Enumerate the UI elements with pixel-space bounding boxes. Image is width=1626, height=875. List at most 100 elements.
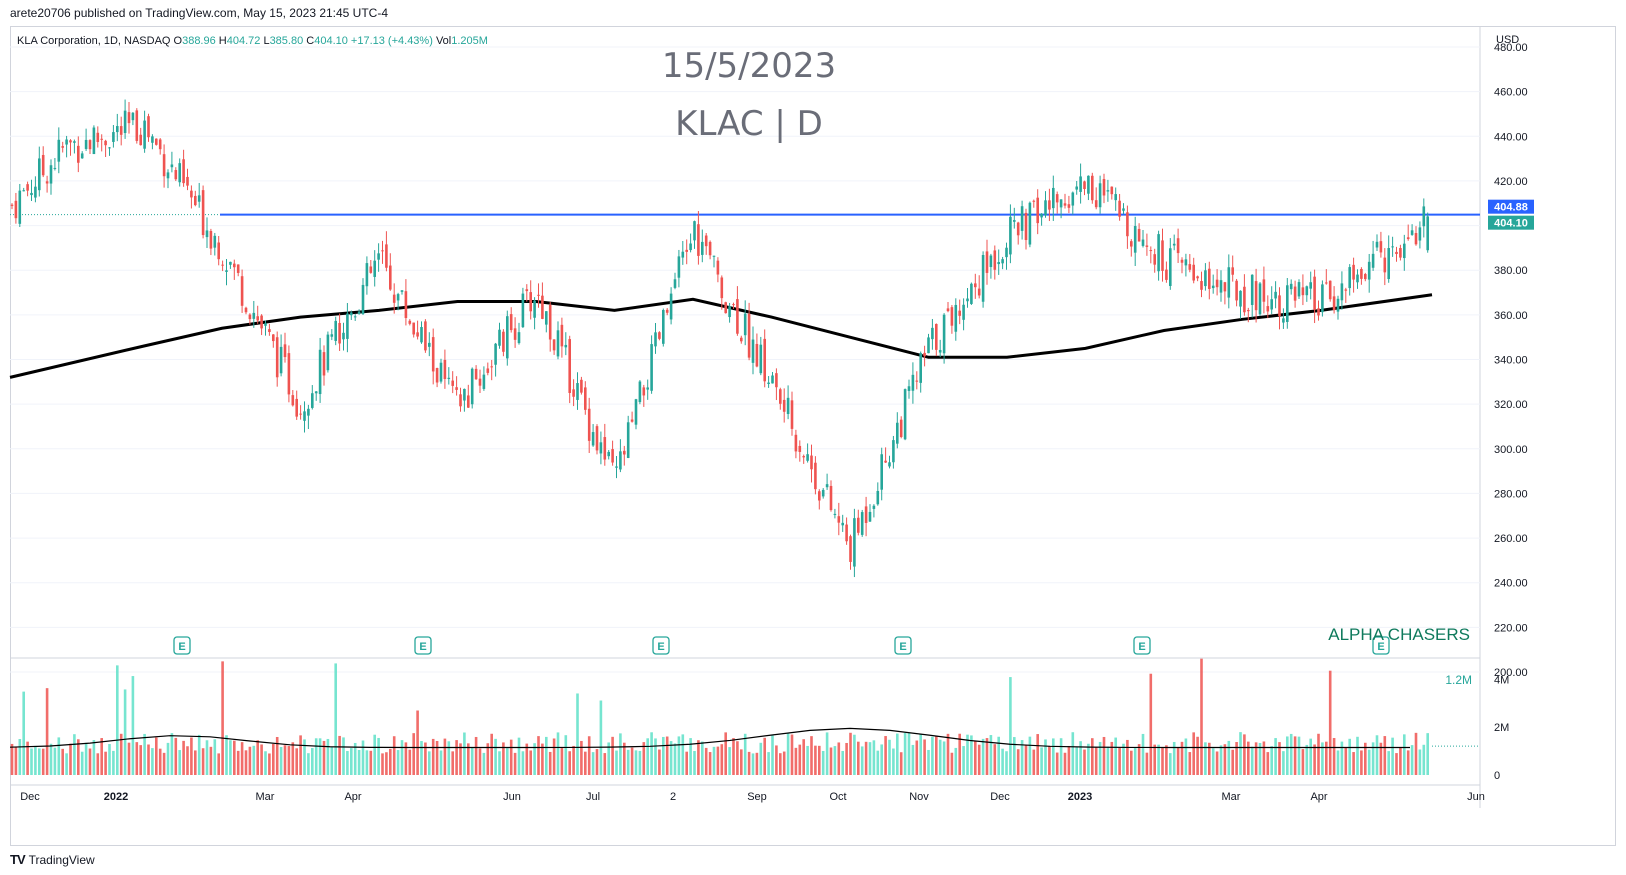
volume-bar [1403, 734, 1406, 775]
candle-body [977, 288, 981, 296]
candle-body [104, 140, 107, 146]
candle-body [1250, 274, 1254, 305]
candle-body [615, 466, 618, 468]
candle-body [513, 328, 517, 340]
volume-bar [541, 743, 544, 775]
volume-bar [1247, 741, 1250, 775]
candle-body [412, 322, 415, 335]
volume-bar [1297, 736, 1301, 775]
volume-bar [1032, 749, 1036, 775]
candle-body [229, 261, 232, 265]
candle-body [213, 235, 217, 248]
candle-body [548, 304, 552, 340]
candle-body [1270, 299, 1273, 310]
volume-bar [868, 742, 872, 775]
volume-bar [369, 750, 373, 775]
volume-bar [92, 740, 96, 775]
candle-body [41, 154, 45, 176]
volume-bar [1180, 741, 1184, 775]
candle-body [1321, 284, 1324, 313]
volume-bar [478, 748, 482, 775]
volume-bar [513, 752, 517, 775]
candle-body [338, 322, 341, 344]
candle-body [829, 485, 833, 511]
x-tick-label: Oct [829, 791, 846, 803]
volume-bar [716, 746, 720, 775]
candle-body [1313, 276, 1316, 310]
volume-bar [860, 746, 864, 775]
candle-body [771, 375, 774, 384]
candle-body [880, 454, 883, 490]
candle-body [287, 353, 291, 395]
candle-body [256, 316, 259, 321]
volume-bar [30, 748, 33, 775]
candle-body [1020, 206, 1024, 231]
candle-body [1247, 310, 1250, 312]
volume-bar [958, 733, 961, 775]
volume-bar [1005, 751, 1008, 775]
candle-body [1383, 257, 1387, 273]
volume-bar [41, 748, 45, 775]
candle-body [970, 283, 973, 304]
candle-body [623, 450, 626, 455]
candle-body [942, 314, 946, 354]
volume-bar [1313, 744, 1316, 775]
x-tick-label: Mar [256, 791, 275, 803]
volume-bar [435, 740, 439, 775]
volume-bar [1360, 750, 1363, 775]
candle-body [1395, 251, 1398, 255]
candle-body [92, 127, 96, 155]
candle-body [580, 379, 583, 393]
candle-body [1013, 220, 1016, 222]
y-tick-label: 460.00 [1494, 87, 1528, 99]
volume-bar [1371, 742, 1375, 775]
candle-body [630, 419, 634, 422]
y-tick-label: 220.00 [1494, 622, 1528, 634]
close-value: 404.10 [314, 35, 351, 47]
volume-bar [1165, 745, 1168, 775]
candle-body [240, 276, 244, 306]
volume-bar [287, 746, 291, 775]
volume-bar [841, 750, 844, 775]
candle-body [962, 304, 965, 320]
y-tick-label: 420.00 [1494, 176, 1528, 188]
candle-body [295, 398, 298, 417]
candle-body [712, 255, 716, 257]
volume-bar [818, 745, 821, 775]
volume-bar [1340, 741, 1344, 775]
candle-body [903, 389, 907, 440]
volume-bar [420, 741, 423, 775]
resistance-price-tag [1488, 199, 1534, 214]
candle-body [884, 460, 887, 463]
volume-bar [1364, 742, 1367, 775]
candle-body [428, 342, 431, 347]
volume-bar [1145, 752, 1149, 775]
symbol-info-bar: KLA Corporation, 1D, NASDAQ O388.96 H404… [17, 35, 488, 47]
candle-body [225, 270, 228, 272]
volume-average-line [9, 727, 1410, 749]
volume-bar [295, 748, 298, 775]
volume-bar [26, 741, 29, 775]
candle-body [162, 154, 166, 177]
candle-body [57, 139, 61, 162]
candle-body [1091, 175, 1094, 201]
volume-bar [552, 738, 556, 775]
volume-bar [1254, 742, 1258, 775]
candle-body [611, 449, 614, 463]
candle-body [1211, 285, 1215, 289]
volume-bar [162, 752, 166, 775]
volume-bar [1204, 742, 1207, 775]
volume-bar [938, 739, 942, 775]
candle-body [1340, 283, 1344, 301]
volume-bar [260, 744, 263, 775]
volume-bar [236, 750, 240, 775]
volume-bar [447, 741, 451, 775]
volume-bar [642, 742, 646, 775]
candle-body [404, 291, 408, 319]
candle-body [669, 293, 673, 320]
candle-body [22, 190, 25, 192]
volume-bar [946, 733, 950, 775]
candle-body [1391, 246, 1394, 248]
y-tick-label: 300.00 [1494, 444, 1528, 456]
